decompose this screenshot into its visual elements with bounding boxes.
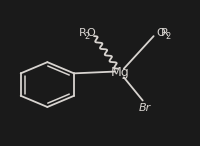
Text: R: R bbox=[79, 27, 87, 38]
Text: Mg: Mg bbox=[110, 66, 129, 80]
Text: 2: 2 bbox=[165, 32, 171, 41]
Text: O: O bbox=[87, 27, 95, 38]
Text: 2: 2 bbox=[84, 32, 89, 41]
Text: R: R bbox=[161, 27, 169, 38]
Text: O: O bbox=[157, 27, 165, 38]
Text: Br: Br bbox=[139, 103, 151, 113]
